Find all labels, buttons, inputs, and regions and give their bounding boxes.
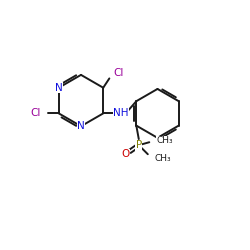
Text: O: O [121,150,130,160]
Text: N: N [55,83,63,93]
Text: NH: NH [113,108,128,118]
Text: P: P [136,140,142,150]
Text: Cl: Cl [113,68,124,78]
Text: N: N [77,121,85,131]
Text: Cl: Cl [30,108,40,118]
Text: CH₃: CH₃ [156,136,173,145]
Text: CH₃: CH₃ [154,154,171,163]
